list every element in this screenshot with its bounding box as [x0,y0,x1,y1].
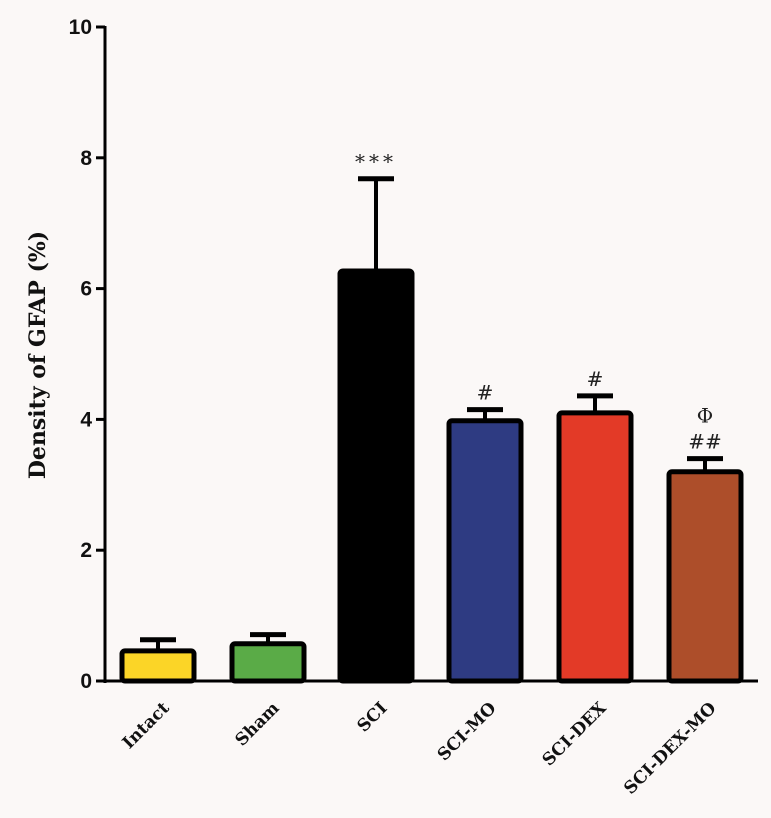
bars: ***####Φ [119,150,744,684]
x-tick-label: Sham [231,698,283,750]
bar [666,469,744,684]
y-tick-label: 6 [80,278,92,301]
significance-marker: *** [355,150,397,174]
x-tick-label: SCI-DEX [539,698,611,770]
significance-marker: ## [688,430,722,454]
bar-group-intact [119,637,197,684]
significance-marker: # [587,367,604,391]
bar [446,418,524,684]
x-tick-label: SCI [354,698,392,736]
y-tick-label: 4 [80,408,92,431]
y-tick-label: 0 [80,670,92,693]
x-axis: Intact Sham SCI SCI-MO SCI-DEX SCI-DEX-MO [96,679,758,799]
bar [556,410,634,684]
bar-group-sci-dex: # [556,367,634,684]
x-tick-label: SCI-DEX-MO [620,698,720,798]
y-tick-label: 2 [80,539,92,562]
bar-group-sci-mo: # [446,381,524,684]
x-tick-label: Intact [119,698,174,753]
y-tick-label: 8 [80,147,92,170]
x-tick-label: SCI-MO [434,698,501,765]
bar-group-sci: *** [337,150,415,684]
bar [229,641,307,684]
bar-group-sham [229,632,307,684]
y-axis-label: Density of GFAP (%) [25,231,51,479]
bar [119,648,197,684]
significance-marker: Φ [697,404,713,428]
bar-group-sci-dex-mo: ##Φ [666,404,744,684]
y-axis: 0 2 4 6 8 10 [69,16,107,693]
y-tick-label: 10 [69,16,92,39]
bar [337,268,415,684]
significance-marker: # [477,381,494,405]
